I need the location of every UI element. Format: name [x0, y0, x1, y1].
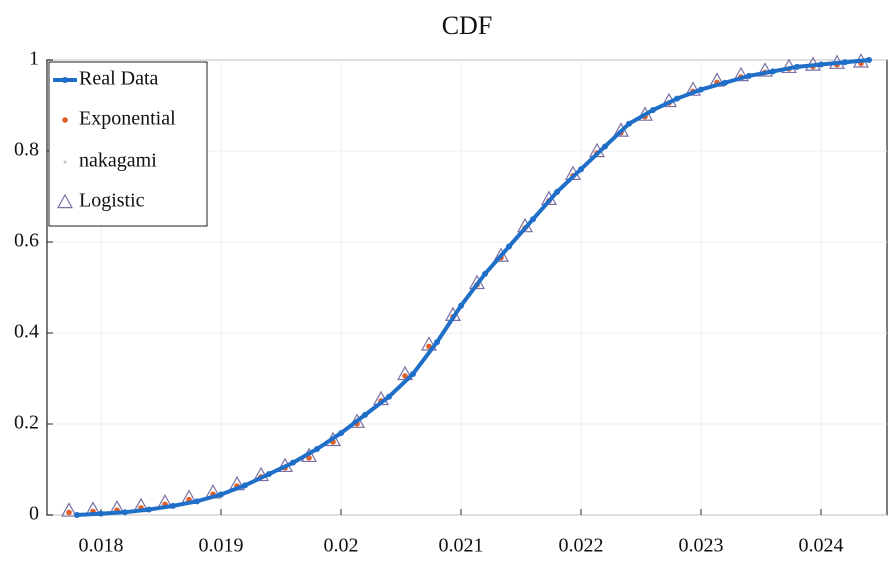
legend-label: Real Data — [79, 68, 159, 90]
data-point — [674, 95, 680, 102]
y-tick-label: 1 — [29, 48, 39, 70]
data-point — [506, 243, 512, 250]
data-point — [290, 459, 296, 466]
data-point — [242, 482, 248, 489]
data-point — [314, 446, 320, 453]
data-point — [650, 107, 656, 114]
data-point — [842, 59, 848, 66]
legend-marker — [63, 160, 67, 164]
x-tick-label: 0.023 — [679, 535, 724, 557]
legend-label: Exponential — [79, 108, 176, 130]
data-point — [146, 506, 152, 513]
legend-marker — [62, 77, 68, 83]
data-point — [554, 188, 560, 195]
data-point — [530, 216, 536, 223]
x-tick-label: 0.018 — [79, 535, 124, 557]
y-tick-label: 0 — [29, 503, 39, 525]
legend-label: nakagami — [79, 150, 157, 172]
data-point — [746, 72, 752, 79]
chart-title: CDF — [442, 11, 493, 40]
exp-marker — [66, 509, 72, 516]
data-line — [76, 58, 870, 517]
x-tick-label: 0.02 — [324, 535, 359, 557]
data-point — [626, 120, 632, 127]
x-tick-label: 0.022 — [559, 535, 604, 557]
triangle-marker — [732, 66, 750, 82]
data-point — [194, 498, 200, 505]
data-point — [386, 393, 392, 400]
y-tick-label: 0.8 — [14, 139, 39, 161]
y-tick-label: 0.2 — [14, 412, 39, 434]
triangle-marker — [348, 413, 366, 428]
data-point — [434, 339, 440, 346]
triangle-marker — [492, 247, 510, 262]
data-point — [362, 411, 368, 418]
x-tick-label: 0.024 — [799, 535, 844, 557]
data-point — [482, 270, 488, 277]
legend-box — [48, 61, 208, 227]
y-tick-label: 0.6 — [14, 230, 39, 252]
data-point — [338, 430, 344, 437]
data-point — [98, 510, 104, 517]
legend-marker — [56, 193, 74, 209]
data-point — [74, 512, 80, 518]
triangle-marker — [756, 62, 774, 77]
data-point — [866, 57, 872, 63]
data-point — [722, 79, 728, 86]
data-point — [818, 61, 824, 68]
legend-label: Logistic — [79, 190, 145, 212]
data-point — [794, 63, 800, 70]
y-tick-label: 0.4 — [14, 321, 39, 343]
data-point — [122, 509, 128, 516]
data-point — [266, 471, 272, 478]
data-point — [602, 143, 608, 150]
data-point — [770, 68, 776, 75]
data-point — [578, 166, 584, 173]
data-point — [458, 302, 464, 309]
exp-marker — [402, 373, 408, 379]
legend-marker — [62, 117, 68, 123]
triangle-marker — [60, 502, 78, 517]
data-point — [410, 370, 416, 377]
triangle-marker — [684, 81, 702, 96]
data-point — [218, 491, 224, 498]
x-tick-label: 0.019 — [199, 535, 244, 557]
data-point — [170, 502, 176, 509]
x-tick-label: 0.021 — [439, 535, 484, 557]
data-point — [698, 86, 704, 93]
